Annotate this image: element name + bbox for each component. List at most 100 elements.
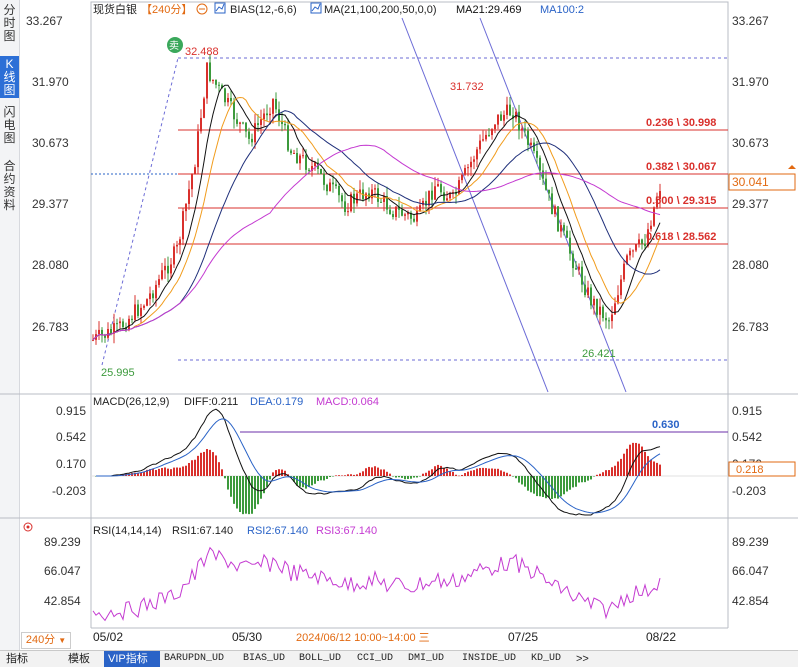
- rsi-axis-label: 42.854: [44, 594, 81, 608]
- macd-bar: [578, 476, 580, 483]
- fib-label-0500: 0.500 \ 29.315: [646, 195, 716, 207]
- candle-body: [287, 125, 289, 151]
- macd-bar: [503, 471, 505, 476]
- macd-bar: [236, 476, 238, 509]
- price-alert-icon[interactable]: [788, 165, 796, 169]
- fibonacci-retracement[interactable]: 0.236 \ 30.998 0.382 \ 30.067 0.500 \ 29…: [178, 117, 728, 245]
- candle-body: [524, 128, 526, 131]
- macd-bar: [620, 458, 622, 476]
- tab-indicators[interactable]: 指标: [6, 653, 28, 665]
- macd-axis-label: 0.170: [56, 457, 86, 471]
- tab-time-chart[interactable]: 分时图: [3, 3, 16, 43]
- candle-body: [479, 140, 481, 150]
- indicator-settings-icon[interactable]: [214, 2, 226, 14]
- macd-bar: [587, 476, 589, 481]
- candle-body: [230, 97, 232, 102]
- add-icon[interactable]: [196, 3, 208, 15]
- macd-bar: [476, 468, 478, 476]
- candle-body: [521, 128, 523, 131]
- candle-body: [317, 162, 319, 170]
- macd-bar: [278, 469, 280, 476]
- macd-bar: [617, 461, 619, 476]
- kline-chart[interactable]: 现货白银 【240分】 BIAS(12,-6,6) MA(21,100,200,…: [0, 0, 798, 650]
- candle-body: [113, 323, 115, 334]
- candle-body: [539, 157, 541, 171]
- candle-body: [413, 218, 415, 222]
- tab-more[interactable]: >>: [576, 653, 589, 665]
- macd-bar: [629, 444, 631, 476]
- tab-dmi-ud[interactable]: DMI_UD: [408, 653, 445, 664]
- candle-body: [512, 115, 514, 119]
- rsi-settings-icon[interactable]: [23, 522, 33, 532]
- macd-bar: [557, 476, 559, 499]
- macd-bar: [323, 476, 325, 481]
- tab-inside-ud[interactable]: INSIDE_UD: [462, 653, 517, 664]
- tab-barupdn-ud[interactable]: BARUPDN_UD: [164, 653, 225, 664]
- tab-contract-info[interactable]: 合约资料: [3, 159, 16, 212]
- candle-body: [245, 122, 247, 132]
- tab-kd-ud[interactable]: KD_UD: [531, 653, 562, 664]
- macd-bar: [320, 476, 322, 481]
- tab-vip-indicators[interactable]: VIP指标: [104, 651, 160, 667]
- candle-body: [275, 98, 277, 110]
- macd-bar: [221, 469, 223, 476]
- candle-body: [140, 307, 142, 316]
- price-label: 29.377: [32, 197, 69, 211]
- macd-bar: [506, 472, 508, 476]
- period-selector[interactable]: 240分 ▼: [21, 632, 71, 649]
- macd-bar: [497, 468, 499, 476]
- candle-body: [194, 167, 196, 175]
- candle-body: [326, 184, 328, 192]
- candle-body: [164, 265, 166, 271]
- candle-body: [101, 329, 103, 335]
- candle-body: [593, 298, 595, 306]
- channel-line-left[interactable]: [401, 17, 549, 393]
- candle-body: [182, 211, 184, 240]
- macd-axis-label: 0.542: [732, 430, 762, 444]
- candle-body: [491, 129, 493, 136]
- macd-bar: [410, 476, 412, 479]
- ma-settings-icon[interactable]: [310, 2, 322, 14]
- sell-signal-badge[interactable]: 卖: [167, 37, 183, 53]
- macd-bar: [266, 476, 268, 487]
- macd-bar: [311, 476, 313, 486]
- candle-body: [116, 323, 118, 325]
- candle-body: [203, 98, 205, 118]
- tab-flash-chart[interactable]: 闪电图: [3, 105, 16, 145]
- rsi-axis-label: 89.239: [732, 535, 769, 549]
- candle-body: [581, 266, 583, 285]
- macd-bar: [326, 476, 328, 479]
- candle-body: [647, 229, 649, 247]
- macd-bar: [602, 472, 604, 476]
- candle-body: [401, 209, 403, 216]
- tab-boll-ud[interactable]: BOLL_UD: [299, 653, 342, 664]
- macd-bar: [335, 475, 337, 476]
- candle-body: [215, 79, 217, 85]
- macd-bar: [353, 474, 355, 476]
- tab-templates[interactable]: 模板: [68, 653, 90, 665]
- candle-body: [410, 212, 412, 219]
- macd-bar: [599, 473, 601, 476]
- macd-bar: [404, 476, 406, 480]
- candle-body: [359, 189, 361, 194]
- price-label: 31.970: [32, 75, 69, 89]
- price-label: 31.970: [732, 75, 769, 89]
- tab-cci-ud[interactable]: CCI_UD: [357, 653, 394, 664]
- macd-bar: [626, 448, 628, 476]
- candle-body: [476, 149, 478, 160]
- tab-kline-chart[interactable]: K线图: [0, 56, 19, 98]
- candle-body: [365, 193, 367, 199]
- candle-body: [422, 200, 424, 206]
- tab-bias-ud[interactable]: BIAS_UD: [243, 653, 286, 664]
- macd-bar: [341, 475, 343, 476]
- rsi-axis-label: 42.854: [732, 594, 769, 608]
- cursor-time-label: 2024/06/12 10:00~14:00 三: [296, 632, 430, 644]
- macd-bar: [239, 476, 241, 513]
- candle-body: [650, 225, 652, 230]
- macd-bar: [227, 476, 229, 490]
- macd-bar: [392, 476, 394, 477]
- macd-bar: [254, 476, 256, 509]
- candle-body: [380, 201, 382, 203]
- candle-body: [197, 131, 199, 168]
- candle-body: [473, 159, 475, 162]
